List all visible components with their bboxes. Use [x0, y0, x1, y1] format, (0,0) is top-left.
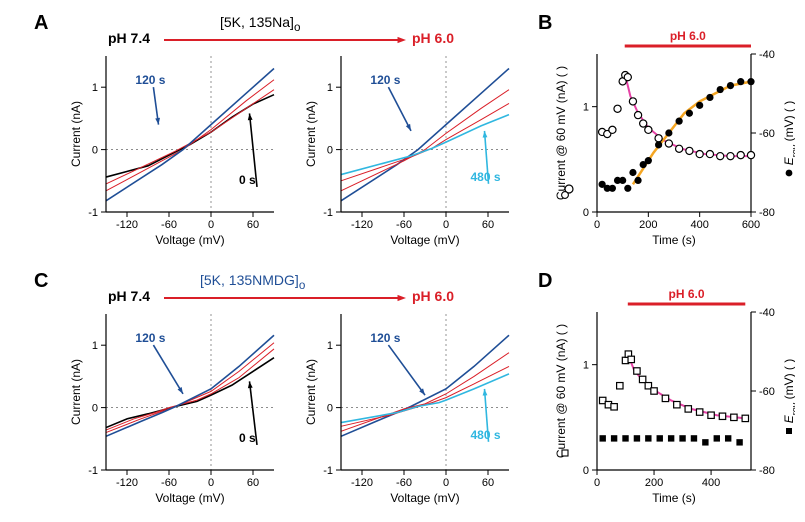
- chart-b-time: pH 6.0 0 200 400 600 0 1 -80 -60 -40 Time (s) Curre…: [555, 28, 795, 250]
- header-ph74-c: pH 7.4: [108, 288, 150, 304]
- cond-c-text: [5K, 135NMDG]: [200, 272, 299, 288]
- svg-text:-60: -60: [759, 386, 775, 398]
- svg-text:1: 1: [583, 360, 589, 372]
- svg-text:-60: -60: [396, 477, 412, 489]
- svg-text:Erev (mV) ( ): Erev (mV) ( ): [782, 359, 795, 424]
- svg-text:Current (nA): Current (nA): [305, 359, 318, 425]
- svg-text:200: 200: [645, 477, 663, 489]
- svg-text:-120: -120: [351, 477, 373, 489]
- svg-text:-120: -120: [116, 219, 138, 231]
- svg-text:0: 0: [327, 145, 333, 157]
- svg-text:120 s: 120 s: [370, 331, 400, 345]
- svg-text:0: 0: [327, 403, 333, 415]
- svg-text:Current (nA): Current (nA): [70, 359, 83, 425]
- svg-text:200: 200: [639, 219, 657, 231]
- svg-text:1: 1: [327, 340, 333, 352]
- svg-text:Voltage (mV): Voltage (mV): [155, 491, 224, 505]
- svg-text:480 s: 480 s: [471, 170, 501, 184]
- svg-text:Time (s): Time (s): [652, 491, 696, 505]
- svg-text:1: 1: [92, 82, 98, 94]
- svg-text:-1: -1: [323, 465, 333, 477]
- svg-text:0: 0: [594, 219, 600, 231]
- header-arrow-c: [160, 290, 410, 306]
- svg-text:600: 600: [742, 219, 760, 231]
- svg-text:60: 60: [482, 477, 494, 489]
- chart-c-ph74: -120 -60 0 60 -1 0 1 Current (nA) Voltage (mV) 12…: [70, 308, 280, 508]
- svg-text:400: 400: [702, 477, 720, 489]
- chart-a-ph74: -120 -60 0 60 -1 0 1 Current (nA) Voltage (mV) 12…: [70, 50, 280, 250]
- svg-text:-1: -1: [323, 207, 333, 219]
- chart-c-ph60: -120 -60 0 60 -1 0 1 Current (nA) Voltage (mV) 12…: [305, 308, 515, 508]
- svg-text:-60: -60: [161, 219, 177, 231]
- svg-text:480 s: 480 s: [471, 428, 501, 442]
- svg-text:-120: -120: [116, 477, 138, 489]
- svg-text:Voltage (mV): Voltage (mV): [390, 491, 459, 505]
- header-ph60-c: pH 6.0: [412, 288, 454, 304]
- cond-a-text: [5K, 135Na]: [220, 14, 294, 30]
- svg-text:Current @ 60 mV (nA) ( ): Current @ 60 mV (nA) ( ): [555, 66, 568, 200]
- svg-text:0 s: 0 s: [239, 173, 256, 187]
- svg-text:60: 60: [482, 219, 494, 231]
- panel-letter-a: A: [34, 12, 48, 35]
- svg-text:-40: -40: [759, 49, 775, 61]
- svg-text:-1: -1: [88, 465, 98, 477]
- svg-text:Erev (mV) ( ): Erev (mV) ( ): [782, 101, 795, 166]
- header-ph60-a: pH 6.0: [412, 30, 454, 46]
- svg-text:120 s: 120 s: [135, 73, 165, 87]
- svg-text:Voltage (mV): Voltage (mV): [155, 233, 224, 247]
- svg-text:0: 0: [583, 207, 589, 219]
- header-arrow-a: [160, 32, 410, 48]
- panel-letter-c: C: [34, 270, 48, 293]
- svg-text:-40: -40: [759, 307, 775, 319]
- svg-text:-60: -60: [161, 477, 177, 489]
- svg-text:0 s: 0 s: [239, 431, 256, 445]
- svg-text:-60: -60: [396, 219, 412, 231]
- header-cond-c: [5K, 135NMDG]o: [200, 272, 305, 292]
- svg-text:0: 0: [583, 465, 589, 477]
- svg-text:pH 6.0: pH 6.0: [670, 29, 706, 43]
- header-ph74-a: pH 7.4: [108, 30, 150, 46]
- svg-text:0: 0: [208, 219, 214, 231]
- svg-text:0: 0: [92, 403, 98, 415]
- svg-text:60: 60: [247, 477, 259, 489]
- svg-text:1: 1: [583, 102, 589, 114]
- svg-text:0: 0: [594, 477, 600, 489]
- svg-text:Current (nA): Current (nA): [305, 101, 318, 167]
- svg-text:120 s: 120 s: [135, 331, 165, 345]
- header-cond-a: [5K, 135Na]o: [220, 14, 300, 34]
- svg-text:-80: -80: [759, 465, 775, 477]
- svg-text:0: 0: [443, 477, 449, 489]
- svg-text:120 s: 120 s: [370, 73, 400, 87]
- svg-text:0: 0: [443, 219, 449, 231]
- svg-text:-60: -60: [759, 128, 775, 140]
- svg-text:Current (nA): Current (nA): [70, 101, 83, 167]
- svg-text:1: 1: [92, 340, 98, 352]
- svg-text:1: 1: [327, 82, 333, 94]
- svg-text:400: 400: [690, 219, 708, 231]
- svg-text:0: 0: [208, 477, 214, 489]
- chart-d-time: pH 6.0 0 200 400 0 1 -80 -60 -40 Time (s) Current …: [555, 286, 795, 508]
- panel-letter-d: D: [538, 270, 552, 293]
- panel-letter-b: B: [538, 12, 552, 35]
- svg-text:-1: -1: [88, 207, 98, 219]
- svg-text:0: 0: [92, 145, 98, 157]
- svg-text:60: 60: [247, 219, 259, 231]
- chart-a-ph60: -120 -60 0 60 -1 0 1 Current (nA) Voltage (mV) 12…: [305, 50, 515, 250]
- svg-text:Voltage (mV): Voltage (mV): [390, 233, 459, 247]
- svg-text:-80: -80: [759, 207, 775, 219]
- svg-text:Current @ 60 mV (nA) ( ): Current @ 60 mV (nA) ( ): [555, 324, 568, 458]
- svg-text:Time (s): Time (s): [652, 233, 696, 247]
- svg-text:pH 6.0: pH 6.0: [669, 287, 705, 301]
- svg-text:-120: -120: [351, 219, 373, 231]
